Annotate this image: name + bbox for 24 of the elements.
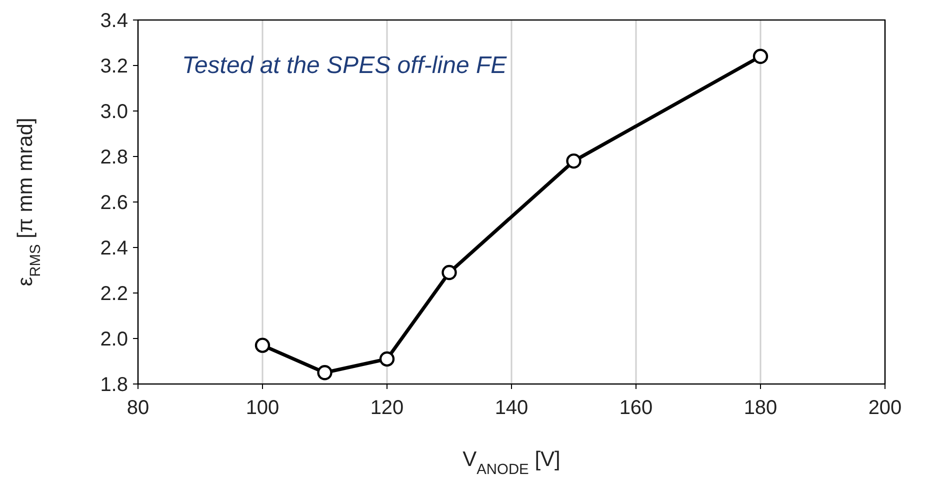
x-tick-label: 100 [246, 397, 280, 419]
y-tick-label: 3.2 [100, 56, 128, 78]
x-tick-label: 140 [494, 397, 528, 419]
annotation: Tested at the SPES off-line FE [182, 52, 508, 79]
point [379, 351, 395, 367]
x-tick-label: 200 [868, 397, 902, 419]
point [254, 338, 270, 353]
y-tick-label: 1.8 [100, 374, 128, 396]
point [317, 365, 332, 380]
y-tick-label: 2.0 [100, 328, 128, 350]
point [442, 264, 457, 280]
x-axis-title: V$_{ANODE}$ [V] [462, 448, 560, 478]
y-tick-label: 2.6 [100, 192, 128, 214]
x-tick-label: 120 [370, 397, 404, 419]
x-tick-label: 180 [744, 397, 778, 419]
point [752, 48, 768, 64]
y-tick-label: 2.8 [100, 146, 128, 168]
y-tick-label: 3.0 [100, 101, 128, 123]
point [566, 153, 582, 169]
y-tick-label: 3.4 [100, 10, 128, 32]
y-tick-label: 2.4 [100, 238, 128, 260]
y-tick-label: 2.2 [100, 283, 128, 305]
x-tick-label: 160 [619, 397, 653, 419]
x-tick-label: 80 [126, 397, 150, 419]
